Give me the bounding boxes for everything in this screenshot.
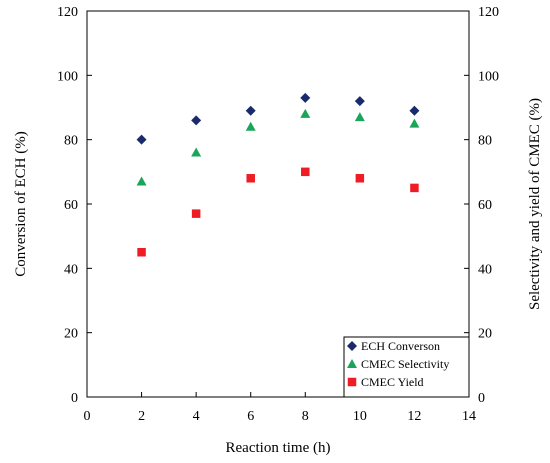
y-right-tick-label: 40 bbox=[478, 262, 492, 277]
y-axis-left-title: Conversion of ECH (%) bbox=[13, 131, 29, 276]
x-tick-label: 0 bbox=[84, 409, 91, 424]
legend-label-cmec-selectivity: CMEC Selectivity bbox=[361, 357, 449, 371]
cmec-yield-point bbox=[301, 167, 310, 177]
x-axis-title: Reaction time (h) bbox=[226, 440, 331, 456]
x-tick-label: 10 bbox=[353, 409, 367, 424]
ech-converson-point bbox=[191, 115, 202, 126]
x-tick-label: 12 bbox=[407, 409, 421, 424]
data-points bbox=[136, 92, 420, 257]
cmec-selectivity-point bbox=[245, 121, 256, 131]
y-left-tick-label: 40 bbox=[64, 262, 78, 277]
y-left-tick-label: 100 bbox=[57, 69, 78, 84]
x-tick-label: 14 bbox=[462, 409, 476, 424]
y-left-tick-label: 20 bbox=[64, 327, 78, 342]
y-axis-left: 0 20 40 60 80 100 120 bbox=[57, 5, 92, 406]
cmec-yield-point bbox=[137, 248, 146, 257]
cmec-yield-point bbox=[246, 174, 255, 183]
ech-converson-point bbox=[354, 96, 365, 107]
legend-marker-cmec-selectivity bbox=[347, 359, 357, 368]
ech-converson-point bbox=[409, 105, 420, 116]
cmec-selectivity-point bbox=[354, 112, 365, 122]
y-right-tick-label: 80 bbox=[478, 134, 492, 149]
y-axis-right: 0 20 40 60 80 100 120 bbox=[464, 5, 499, 406]
cmec-yield-point bbox=[191, 209, 201, 218]
legend-marker-ech-converson bbox=[347, 341, 357, 351]
x-tick-label: 8 bbox=[302, 409, 309, 424]
legend: ECH Converson CMEC Selectivity CMEC Yield bbox=[343, 336, 470, 398]
x-tick-label: 2 bbox=[138, 409, 145, 424]
cmec-selectivity-point bbox=[136, 176, 147, 186]
legend-box bbox=[343, 336, 470, 398]
y-right-tick-label: 100 bbox=[478, 69, 499, 84]
y-left-tick-label: 120 bbox=[57, 5, 78, 20]
y-right-tick-label: 60 bbox=[478, 198, 492, 213]
y-axis-right-title: Selectivity and yield of CMEC (%) bbox=[527, 98, 543, 310]
cmec-selectivity-point bbox=[409, 118, 420, 128]
ech-converson-point bbox=[300, 92, 311, 103]
plot-area bbox=[86, 10, 470, 398]
cmec-yield-point bbox=[355, 174, 365, 183]
ech-converson-point bbox=[136, 134, 147, 145]
x-tick-label: 6 bbox=[247, 409, 254, 424]
y-left-tick-label: 60 bbox=[64, 198, 78, 213]
legend-marker-cmec-yield bbox=[347, 377, 357, 387]
legend-label-cmec-yield: CMEC Yield bbox=[361, 375, 424, 389]
y-left-tick-label: 80 bbox=[64, 134, 78, 149]
legend-label-ech-converson: ECH Converson bbox=[361, 339, 440, 353]
cmec-yield-point bbox=[410, 183, 419, 193]
cmec-selectivity-point bbox=[191, 147, 202, 157]
y-left-tick-label: 0 bbox=[71, 391, 78, 406]
y-right-tick-label: 120 bbox=[478, 5, 499, 20]
y-right-tick-label: 0 bbox=[478, 391, 485, 406]
ech-converson-point bbox=[245, 105, 256, 116]
cmec-selectivity-point bbox=[300, 108, 311, 118]
x-tick-label: 4 bbox=[193, 409, 200, 424]
y-right-tick-label: 20 bbox=[478, 327, 492, 342]
